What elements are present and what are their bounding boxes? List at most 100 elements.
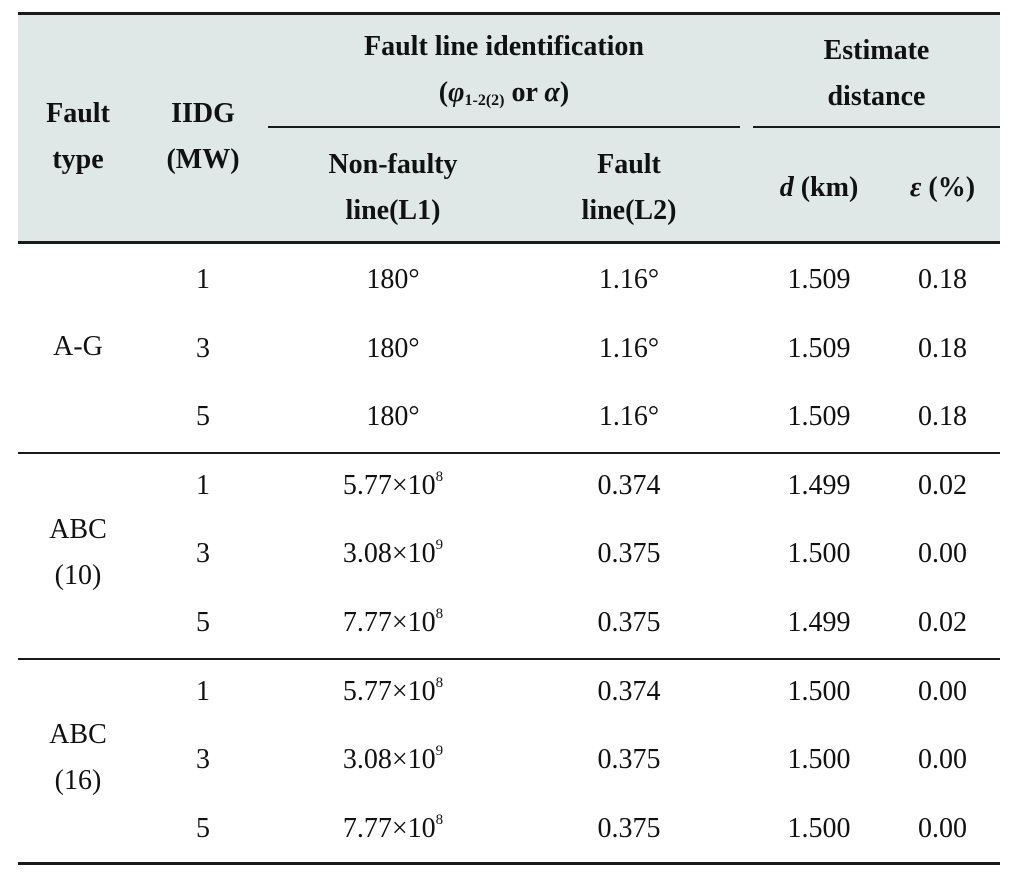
distance-cell: 1.500: [787, 675, 851, 707]
distance-cell: 1.500: [787, 812, 851, 844]
header-non-faulty-line: Non-faulty line(L1): [268, 138, 518, 238]
error-cell: 0.02: [918, 607, 967, 638]
header-distance-km: d (km): [753, 138, 885, 238]
scientific-value: 7.77×108: [343, 607, 443, 639]
fault-line-cell: 0.375: [597, 607, 661, 638]
d-unit: (km): [793, 172, 859, 203]
fault-line-cell: 0.375: [597, 538, 661, 570]
header-fault-line-line1: Fault: [597, 149, 661, 180]
header-estimate-line2: distance: [827, 81, 926, 112]
iidg-cell: 1: [196, 469, 210, 501]
error-cell: 0.18: [918, 264, 967, 295]
fault-line-cell: 1.16°: [598, 401, 660, 433]
distance-cell: 1.500: [787, 538, 851, 570]
value-mantissa: 7.77×10: [342, 607, 436, 638]
value-mantissa: 3.08×10: [342, 744, 436, 776]
distance-cell: 1.499: [787, 469, 851, 501]
iidg-cell: 5: [196, 607, 210, 638]
header-iidg: IIDG (MW): [138, 82, 268, 192]
header-fault-line-identification: Fault line identification (φ1-2(2) or α): [268, 26, 740, 122]
iidg-cell: 5: [196, 812, 210, 844]
fault-type-label-line: A-G: [53, 330, 103, 362]
epsilon-unit: (%): [921, 172, 976, 203]
value-exponent: 9: [435, 743, 444, 760]
error-cell: 0.00: [918, 675, 967, 707]
non-faulty-line-cell: 180°: [268, 246, 518, 314]
fault-type-group-label: A-G: [18, 244, 138, 450]
header-estimate-distance: Estimate distance: [753, 26, 1000, 122]
value-exponent: 8: [435, 674, 444, 691]
error-cell: 0.00: [918, 812, 967, 844]
group-separator-rule: [18, 657, 1000, 660]
non-faulty-line-cell: 180°: [268, 383, 518, 451]
open-paren: (: [438, 77, 449, 108]
epsilon-symbol: ε: [909, 172, 922, 203]
non-faulty-line-cell: 180°: [268, 315, 518, 383]
distance-cell: 1.499: [787, 607, 851, 638]
header-fault-line-id-line2: (φ1-2(2) or α): [364, 70, 644, 124]
error-cell: 0.00: [918, 538, 967, 570]
scientific-value: 180°: [366, 264, 419, 296]
header-iidg-line2: (MW): [166, 144, 240, 175]
table-header-background: [18, 14, 1000, 244]
group-separator-rule: [18, 451, 1000, 454]
value-mantissa: 180°: [366, 264, 420, 295]
header-fault-line: Fault line(L2): [518, 138, 740, 238]
non-faulty-line-cell: 5.77×108: [268, 658, 518, 726]
scientific-value: 3.08×109: [343, 538, 443, 570]
distance-cell: 1.500: [787, 744, 851, 776]
scientific-value: 5.77×108: [342, 468, 444, 502]
iidg-cell: 5: [196, 401, 210, 433]
fault-type-label-line: ABC: [49, 719, 107, 751]
header-fault-type: Fault type: [18, 82, 138, 192]
non-faulty-line-cell: 5.77×108: [268, 452, 518, 520]
estimate-distance-underline: [753, 126, 1000, 128]
alpha-symbol: α: [544, 77, 560, 108]
fault-type-group-label: ABC (16): [18, 656, 138, 862]
iidg-cell: 1: [196, 264, 210, 295]
value-exponent: 8: [435, 468, 444, 485]
fault-type-label-line: (10): [54, 559, 102, 591]
iidg-cell: 1: [196, 675, 210, 707]
fault-type-group-label: ABC (10): [18, 450, 138, 656]
fault-type-label-line: (16): [54, 765, 102, 797]
fault-type-label-line: ABC: [49, 513, 107, 545]
fault-line-cell: 0.374: [597, 469, 661, 501]
d-symbol: d: [779, 172, 794, 203]
header-estimate-line1: Estimate: [823, 35, 930, 66]
value-mantissa: 5.77×10: [342, 675, 436, 707]
fault-line-cell: 1.16°: [598, 264, 660, 295]
iidg-cell: 3: [196, 538, 210, 570]
fault-line-cell: 0.375: [597, 812, 661, 844]
distance-cell: 1.509: [787, 332, 851, 364]
fault-line-cell: 0.374: [597, 675, 661, 707]
fault-line-cell: 1.16°: [598, 332, 660, 364]
value-mantissa: 3.08×10: [342, 538, 436, 570]
value-exponent: 9: [435, 537, 444, 554]
non-faulty-line-cell: 3.08×109: [268, 726, 518, 794]
fault-line-cell: 0.375: [597, 744, 661, 776]
close-paren: ): [559, 77, 570, 108]
value-mantissa: 7.77×10: [342, 812, 436, 844]
error-cell: 0.18: [918, 401, 967, 433]
non-faulty-line-cell: 7.77×108: [268, 589, 518, 657]
value-mantissa: 5.77×10: [342, 469, 436, 501]
or-word: or: [504, 77, 545, 108]
value-exponent: 8: [435, 811, 444, 828]
header-bottom-rule: [18, 241, 1000, 244]
scientific-value: 7.77×108: [342, 811, 444, 845]
scientific-value: 5.77×108: [342, 674, 444, 708]
non-faulty-line-cell: 7.77×108: [268, 795, 518, 863]
iidg-cell: 3: [196, 744, 210, 776]
header-error-percent: ε (%): [885, 138, 1000, 238]
header-non-faulty-line2: line(L1): [345, 195, 441, 226]
header-non-faulty-line1: Non-faulty: [328, 149, 458, 180]
header-fault-type-line1: Fault: [46, 98, 110, 129]
fault-line-id-underline: [268, 126, 740, 128]
scientific-value: 180°: [366, 333, 419, 365]
phi-symbol: φ: [448, 77, 465, 108]
iidg-cell: 3: [196, 332, 210, 364]
header-iidg-line1: IIDG: [171, 98, 235, 129]
non-faulty-line-cell: 3.08×109: [268, 520, 518, 588]
value-mantissa: 180°: [366, 401, 420, 433]
